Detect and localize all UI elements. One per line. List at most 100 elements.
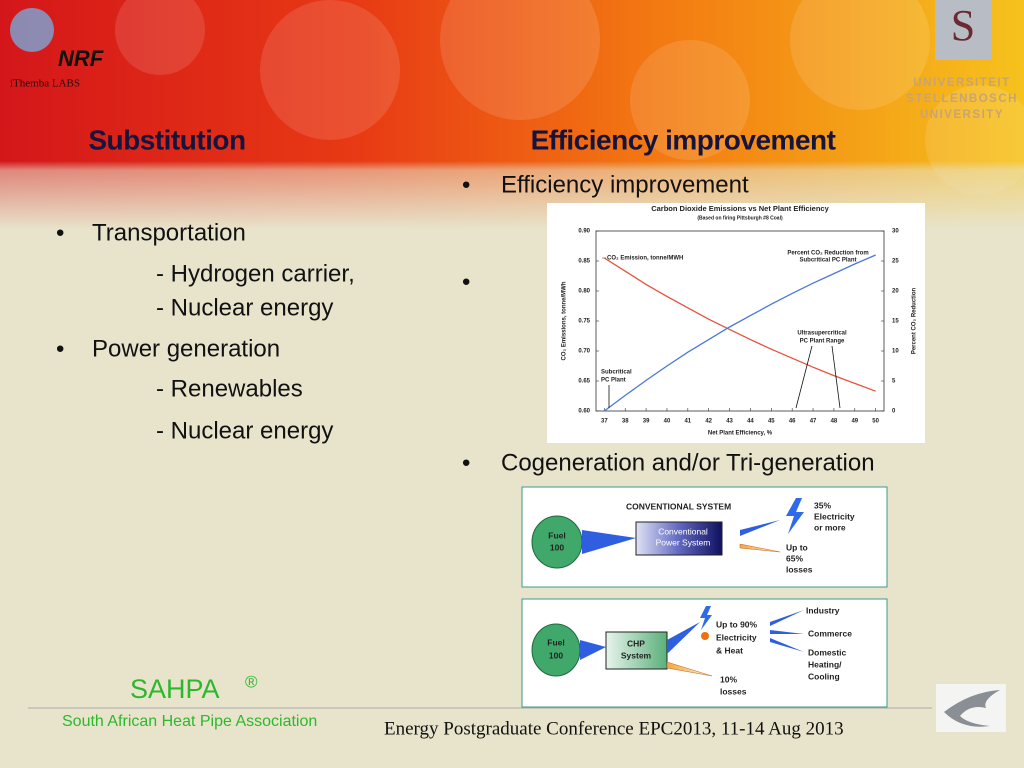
x-tick-label: 45	[768, 419, 775, 425]
bullet-dot: •	[462, 449, 470, 476]
sub-bullet: - Nuclear energy	[156, 417, 333, 444]
output-wedge	[740, 520, 780, 536]
x-tick-label: 50	[872, 419, 879, 425]
system-label: System	[621, 650, 652, 660]
bullet-dot: •	[462, 171, 470, 198]
x-tick-label: 41	[684, 419, 691, 425]
fish-shape	[944, 690, 1000, 727]
system-box	[605, 631, 668, 670]
x-tick-label: 43	[726, 419, 733, 425]
chart: Carbon Dioxide Emissions vs Net Plant Ef…	[562, 204, 918, 437]
y-tick-label: 0.65	[578, 379, 590, 385]
y2-axis-label: Percent CO₂ Reduction	[912, 287, 918, 354]
conference: Energy Postgraduate Conference EPC2013, …	[384, 718, 844, 739]
lightning	[700, 606, 712, 630]
use-label: Cooling	[808, 671, 840, 681]
su-shield	[935, 0, 991, 60]
x-axis-label: Net Plant Efficiency, %	[708, 431, 773, 437]
loss-label: 10%	[720, 674, 737, 684]
fuel-label: Fuel	[547, 637, 564, 647]
x-tick-label: 42	[705, 419, 712, 425]
series-line	[604, 257, 876, 392]
y-tick-label: 0.70	[578, 349, 590, 355]
registered-mark: ®	[245, 672, 258, 691]
fuel-label: Fuel	[548, 530, 565, 540]
y-tick-label: 0.90	[578, 229, 590, 235]
use-arrow	[770, 630, 804, 634]
x-tick-label: 37	[601, 419, 608, 425]
x-tick-label: 38	[622, 419, 629, 425]
annotation-arrow	[795, 345, 813, 409]
use-arrow	[770, 610, 804, 626]
sub-bullet: - Renewables	[156, 375, 303, 402]
fuel-label: 100	[549, 650, 563, 660]
bullet: Efficiency improvement	[501, 171, 749, 198]
annotation: PC Plant Range	[800, 339, 845, 345]
fuel-label: 100	[550, 542, 564, 552]
x-tick-label: 44	[747, 419, 754, 425]
diagram-title: CONVENTIONAL SYSTEM	[626, 501, 731, 511]
use-arrow	[770, 638, 804, 652]
lightning	[786, 498, 804, 534]
y-axis-label: CO₂ Emissions, tonne/MWh	[562, 281, 568, 360]
annotation: PC Plant	[601, 378, 626, 384]
y2-tick-label: 15	[892, 319, 899, 325]
y2-tick-label: 20	[892, 289, 899, 295]
loss-wedge	[666, 661, 713, 677]
ithemba-label: iThemba LABS	[10, 78, 80, 90]
banner-fade	[0, 0, 1024, 230]
su-mark: S	[951, 1, 975, 50]
heat-icon	[701, 632, 709, 640]
annotation: Subcritical	[601, 370, 632, 376]
su-name: STELLENBOSCH	[906, 93, 1018, 105]
x-tick-label: 46	[789, 419, 796, 425]
bullet-dot: •	[462, 268, 470, 295]
output-label: 35%	[814, 500, 831, 510]
y-tick-label: 0.60	[578, 409, 590, 415]
loss-label: losses	[720, 686, 747, 696]
su-name: UNIVERSITEIT	[913, 77, 1010, 89]
loss-label: Up to	[786, 542, 808, 552]
annotation: Ultrasupercritical	[797, 331, 847, 337]
association: South African Heat Pipe Association	[62, 713, 317, 730]
use-label: Industry	[806, 605, 840, 615]
system-box	[635, 521, 723, 556]
loss-label: 65%	[786, 553, 803, 563]
output-label: Electricity	[716, 632, 757, 642]
x-tick-label: 48	[831, 419, 838, 425]
y2-tick-label: 0	[892, 409, 896, 415]
y-tick-label: 0.75	[578, 319, 590, 325]
output-label: & Heat	[716, 645, 743, 655]
x-tick-label: 40	[664, 419, 671, 425]
bullet: Power generation	[92, 335, 280, 362]
x-tick-label: 47	[810, 419, 817, 425]
chart-title: Carbon Dioxide Emissions vs Net Plant Ef…	[651, 204, 829, 213]
sub-bullet: - Nuclear energy	[156, 294, 333, 321]
annotation-arrow	[831, 345, 841, 409]
loss-wedge	[739, 543, 781, 553]
x-tick-label: 49	[851, 419, 858, 425]
use-label: Commerce	[808, 628, 852, 638]
loss-label: losses	[786, 564, 813, 574]
y2-tick-label: 10	[892, 349, 899, 355]
y-tick-label: 0.80	[578, 289, 590, 295]
chart-subtitle: (Based on firing Pittsburgh #8 Coal)	[697, 215, 783, 221]
output-label: Electricity	[814, 511, 855, 521]
use-label: Heating/	[808, 659, 842, 669]
output-wedge	[667, 622, 700, 654]
bullet: Transportation	[92, 219, 246, 246]
su-name: UNIVERSITY	[920, 109, 1004, 121]
series-label: Subcritical PC Plant	[799, 258, 856, 264]
output-label: or more	[814, 522, 846, 532]
sub-bullet: - Hydrogen carrier,	[156, 260, 355, 287]
bullet: Cogeneration and/or Tri-generation	[501, 449, 875, 476]
brand: SAHPA	[130, 674, 220, 704]
system-label: CHP	[627, 638, 645, 648]
system-label: Power System	[656, 537, 711, 547]
nrf-emblem	[10, 8, 54, 52]
system-label: Conventional	[658, 526, 708, 536]
y2-tick-label: 25	[892, 259, 899, 265]
arrow	[582, 530, 636, 554]
bullet-dot: •	[56, 335, 64, 362]
